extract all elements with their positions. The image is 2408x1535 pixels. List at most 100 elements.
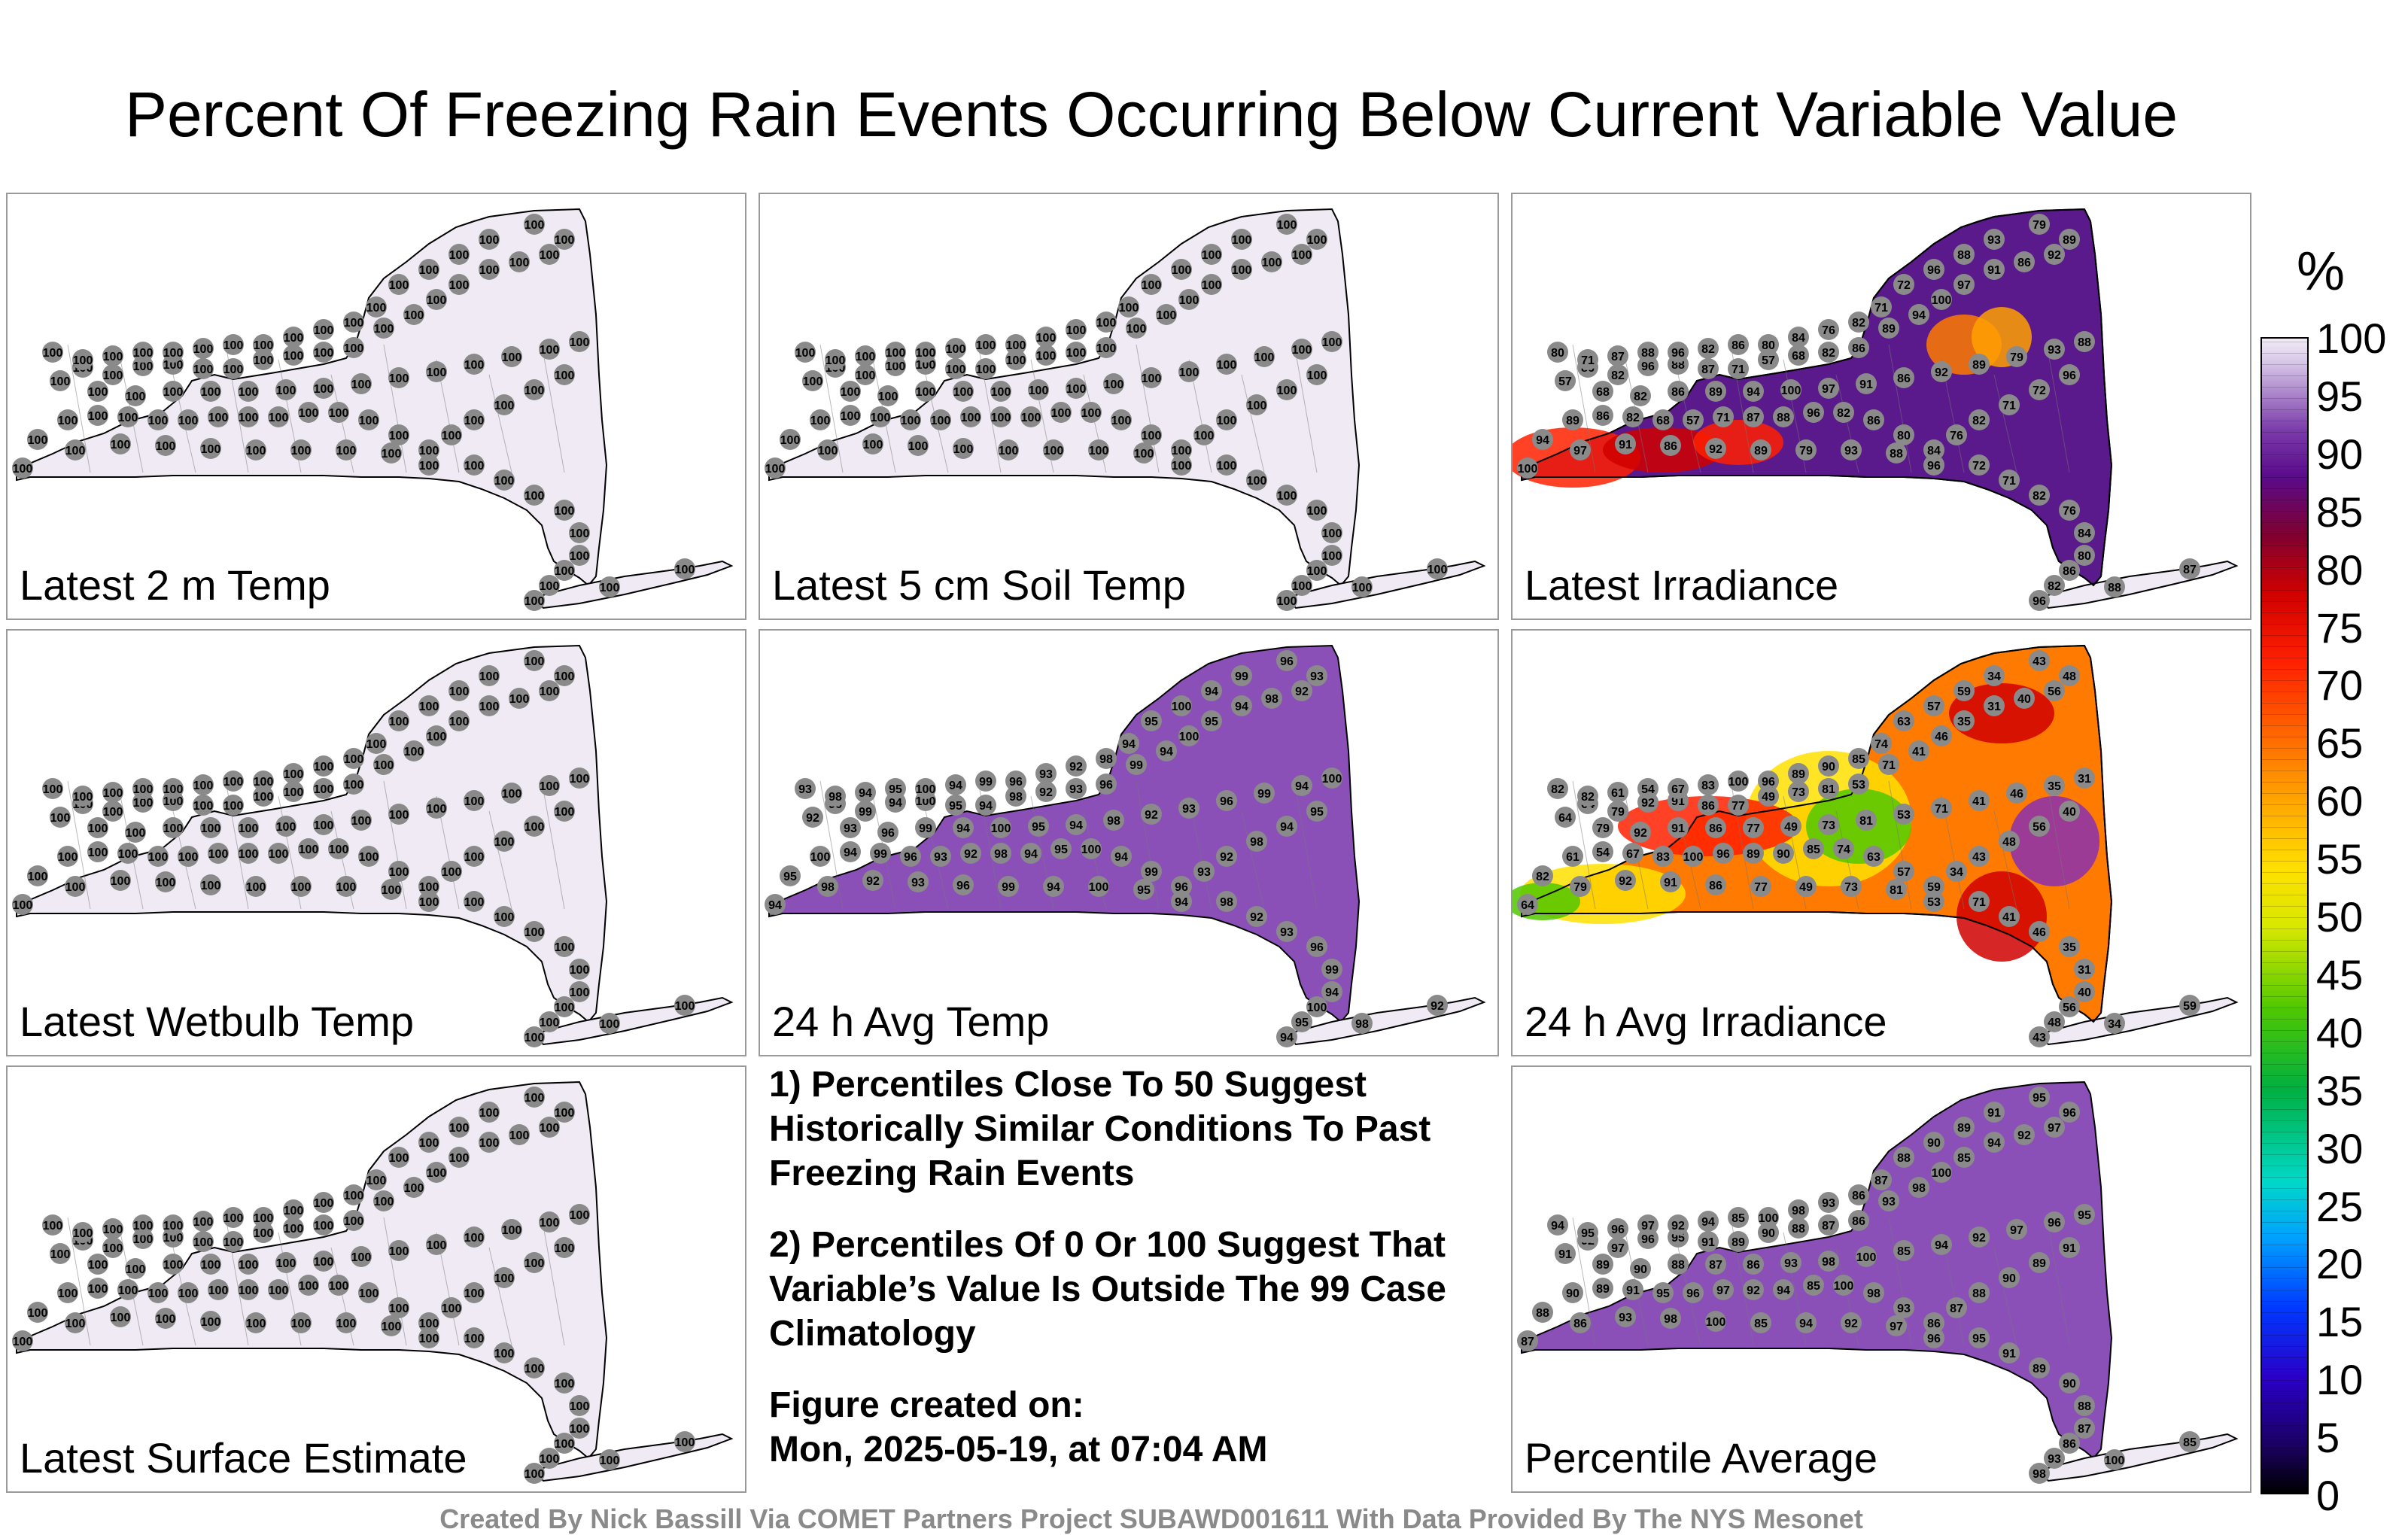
station-marker: 86 [1923,1312,1944,1333]
station-marker: 68 [1592,381,1613,402]
station-value: 100 [675,1000,695,1013]
station-value: 86 [1709,822,1722,835]
station-value: 99 [919,822,932,835]
station-value: 94 [956,822,970,835]
station-value: 100 [494,475,515,488]
station-value: 85 [1732,1212,1745,1225]
station-marker: 100 [765,457,786,479]
county-line [67,1217,91,1346]
station-marker: 100 [102,364,123,385]
station-marker: 57 [1555,370,1576,391]
station-marker: 100 [479,229,500,250]
station-value: 64 [1558,812,1572,825]
station-marker: 100 [539,1448,560,1469]
county-line [2046,344,2070,473]
station-value: 92 [1972,1232,1986,1245]
station-value: 100 [479,670,500,683]
station-value: 100 [856,369,876,382]
station-marker: 89 [1743,843,1764,864]
station-marker: 98 [1863,1282,1884,1303]
station-value: 96 [1641,360,1655,373]
station-marker: 86 [1848,1210,1869,1231]
colorbar-tick-30: 30 [2316,1124,2364,1172]
station-marker: 100 [87,405,108,426]
panel-label: Percentile Average [1525,1434,1878,1482]
station-marker: 40 [2074,981,2095,1002]
station-marker: 49 [1780,816,1801,837]
state-outline [16,644,608,1023]
station-value: 68 [1792,350,1805,363]
station-value: 81 [1890,884,1903,897]
station-value: 100 [1119,302,1139,315]
station-value: 98 [1107,815,1120,828]
station-marker: 90 [1630,1258,1651,1279]
station-marker: 100 [381,879,402,900]
station-value: 89 [1754,445,1768,457]
station-value: 100 [916,783,936,796]
county-line [488,810,512,910]
station-marker: 31 [2074,768,2095,789]
station-marker: 100 [1351,576,1373,597]
station-value: 100 [419,1333,439,1345]
station-marker: 86 [1705,874,1726,895]
station-value: 71 [1882,759,1896,772]
station-value: 98 [994,848,1008,861]
station-marker: 100 [253,786,274,807]
station-marker: 100 [1096,337,1117,358]
station-marker: 89 [2029,1252,2050,1273]
station-marker: 100 [403,1177,424,1198]
station-marker: 100 [1306,560,1327,581]
station-value: 100 [359,415,379,427]
station-marker: 100 [885,342,906,363]
county-line [1888,780,1912,910]
station-value: 100 [953,443,974,456]
station-marker: 43 [2029,1026,2050,1047]
station-value: 100 [871,412,891,424]
station-marker: 100 [862,433,883,454]
station-value: 100 [133,1220,154,1233]
station-marker: 100 [1246,394,1267,415]
map-panel-latest-2m-temp: 100 100 100 100 100 100 100 100 100 100 100 100 100 1… [6,193,746,620]
station-marker: 80 [1893,424,1914,445]
station-marker: 81 [1856,810,1877,831]
station-marker: 100 [524,650,545,671]
station-marker: 98 [1908,1177,1929,1198]
station-value: 96 [881,827,895,840]
station-value: 100 [524,1032,545,1044]
station-value: 95 [1054,843,1068,856]
station-marker: 92 [1291,680,1312,701]
station-marker: 98 [990,843,1011,864]
station-value: 94 [1325,986,1339,999]
station-marker: 100 [343,1184,364,1205]
station-value: 100 [991,412,1011,424]
station-marker: 89 [1728,1231,1749,1252]
station-marker: 100 [464,409,485,430]
station-marker: 88 [1886,442,1907,464]
station-marker: 100 [163,1254,184,1275]
station-marker: 100 [200,817,221,838]
station-value: 100 [946,343,966,356]
station-value: 100 [246,1318,266,1330]
station-value: 100 [427,294,447,307]
station-value: 100 [291,445,312,457]
station-marker: 95 [1050,838,1072,859]
colorbar-tick-15: 15 [2316,1298,2364,1346]
station-value: 94 [949,780,962,792]
station-value: 100 [524,385,545,397]
station-value: 94 [1799,1318,1813,1330]
station-marker: 96 [2059,1102,2080,1123]
station-marker: 100 [193,358,214,379]
station-value: 96 [904,851,917,864]
station-marker: 100 [283,327,304,348]
station-marker: 35 [2059,936,2080,957]
station-value: 100 [329,407,349,420]
station-value: 94 [1551,1220,1564,1233]
station-marker: 100 [494,1267,515,1288]
station-value: 96 [1762,776,1775,789]
station-marker: 100 [328,402,349,423]
station-value: 80 [1551,347,1564,360]
station-value: 100 [1051,407,1072,420]
station-value: 100 [991,822,1011,835]
station-value: 49 [1784,821,1798,834]
station-value: 96 [2063,1107,2076,1120]
